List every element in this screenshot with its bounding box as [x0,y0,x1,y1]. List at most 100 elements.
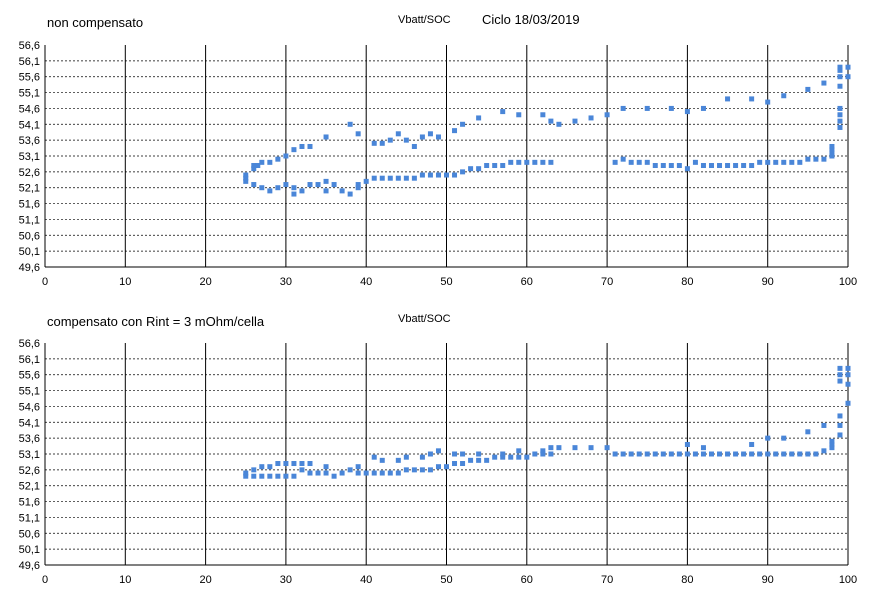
chart-1-title: non compensato [47,15,144,30]
data-point [355,185,361,191]
y-tick-label: 56,6 [19,40,40,52]
data-point [797,159,803,165]
data-point [837,422,843,428]
data-point [741,163,747,169]
data-point [652,163,658,169]
data-point [476,457,482,463]
data-point [708,451,714,457]
data-point [837,83,843,89]
data-point [612,451,618,457]
data-point [355,464,361,470]
data-point [251,163,257,169]
data-point [676,451,682,457]
y-tick-label: 49,6 [19,262,40,274]
data-point [620,451,626,457]
y-tick-label: 53,1 [19,449,40,461]
data-point [419,454,425,460]
data-point [829,438,835,444]
y-tick-label: 55,6 [19,72,40,84]
data-point [773,159,779,165]
data-point [435,172,441,178]
data-point [275,156,281,162]
data-point [765,451,771,457]
data-point [644,105,650,111]
x-tick-label: 30 [280,276,292,288]
data-point [765,99,771,105]
data-point [540,451,546,457]
x-tick-label: 20 [199,574,211,586]
data-point [829,153,835,159]
x-tick-label: 0 [42,574,48,586]
data-point [845,64,851,70]
data-point [379,175,385,181]
data-point [805,429,811,435]
data-point [243,473,249,479]
y-tick-label: 51,1 [19,214,40,226]
data-point [259,159,265,165]
data-point [789,159,795,165]
data-point [548,118,554,124]
data-point [315,470,321,476]
x-tick-label: 30 [280,574,292,586]
data-point [315,182,321,188]
data-point [636,451,642,457]
data-point [540,448,546,454]
data-point [837,105,843,111]
data-point [387,137,393,143]
data-point [749,96,755,102]
data-point [781,159,787,165]
x-tick-label: 10 [119,276,131,288]
x-tick-label: 90 [762,276,774,288]
data-point [299,467,305,473]
data-point [419,467,425,473]
data-point [789,451,795,457]
data-point [435,464,441,470]
data-point [395,457,401,463]
y-tick-label: 52,1 [19,481,40,493]
data-point [797,451,803,457]
data-point [387,470,393,476]
data-point [452,451,458,457]
data-point [604,112,610,118]
data-point [347,467,353,473]
y-tick-label: 55,1 [19,88,40,100]
data-point [387,175,393,181]
data-point [307,461,313,467]
data-point [403,175,409,181]
data-point [668,163,674,169]
y-tick-label: 52,6 [19,465,40,477]
data-point [765,435,771,441]
data-point [267,159,273,165]
data-point [805,86,811,92]
data-point [411,175,417,181]
data-point [717,451,723,457]
y-tick-label: 52,1 [19,183,40,195]
data-point [243,172,249,178]
data-point [821,80,827,86]
y-tick-label: 54,1 [19,417,40,429]
data-point [604,445,610,451]
data-point [371,140,377,146]
y-tick-label: 52,6 [19,167,40,179]
data-point [291,185,297,191]
data-point [347,121,353,127]
data-point [781,93,787,99]
data-point [508,454,514,460]
x-tick-label: 80 [681,276,693,288]
y-tick-label: 50,1 [19,246,40,258]
data-point [781,451,787,457]
data-point [307,182,313,188]
data-point [500,451,506,457]
data-point [837,124,843,130]
data-point [548,445,554,451]
data-point [845,372,851,378]
data-point [548,451,554,457]
y-tick-label: 54,6 [19,401,40,413]
data-point [299,461,305,467]
data-point [427,131,433,137]
data-point [259,464,265,470]
data-point [484,457,490,463]
data-point [837,413,843,419]
data-point [267,464,273,470]
x-tick-label: 90 [762,574,774,586]
